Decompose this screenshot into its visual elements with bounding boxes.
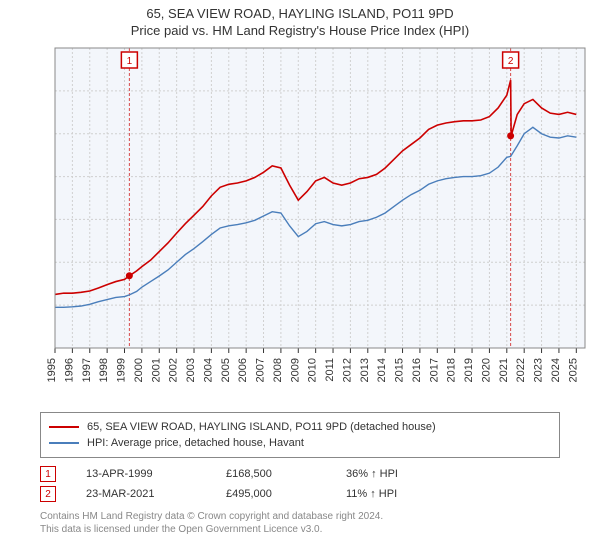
svg-text:2016: 2016 [411, 358, 423, 382]
sale-diff: 11% ↑ HPI [346, 488, 397, 500]
svg-text:2017: 2017 [428, 358, 440, 382]
sale-date: 23-MAR-2021 [86, 488, 196, 500]
sales-list: 1 13-APR-1999 £168,500 36% ↑ HPI 2 23-MA… [40, 464, 560, 504]
svg-text:2020: 2020 [480, 358, 492, 382]
svg-text:2002: 2002 [168, 358, 180, 382]
footer: Contains HM Land Registry data © Crown c… [40, 510, 560, 536]
chart-titles: 65, SEA VIEW ROAD, HAYLING ISLAND, PO11 … [0, 0, 600, 38]
title-subtitle: Price paid vs. HM Land Registry's House … [0, 23, 600, 38]
svg-text:2018: 2018 [446, 358, 458, 382]
svg-text:2001: 2001 [150, 358, 162, 382]
svg-text:1: 1 [127, 56, 133, 67]
svg-text:1997: 1997 [81, 358, 93, 382]
legend-swatch [49, 442, 79, 444]
legend-label: 65, SEA VIEW ROAD, HAYLING ISLAND, PO11 … [87, 419, 436, 435]
svg-text:2009: 2009 [289, 358, 301, 382]
sale-price: £168,500 [226, 468, 316, 480]
svg-text:2013: 2013 [359, 358, 371, 382]
svg-text:2024: 2024 [550, 358, 562, 382]
svg-text:2005: 2005 [220, 358, 232, 382]
chart-svg: £0£100K£200K£300K£400K£500K£600K£700K199… [40, 38, 600, 408]
svg-text:2004: 2004 [202, 358, 214, 382]
svg-text:2011: 2011 [324, 358, 336, 382]
sale-date: 13-APR-1999 [86, 468, 196, 480]
svg-text:2006: 2006 [237, 358, 249, 382]
svg-text:2010: 2010 [307, 358, 319, 382]
svg-text:2008: 2008 [272, 358, 284, 382]
title-address: 65, SEA VIEW ROAD, HAYLING ISLAND, PO11 … [0, 6, 600, 21]
sale-marker-icon: 1 [40, 466, 56, 482]
legend-item: 65, SEA VIEW ROAD, HAYLING ISLAND, PO11 … [49, 419, 551, 435]
svg-text:2000: 2000 [133, 358, 145, 382]
legend-item: HPI: Average price, detached house, Hava… [49, 435, 551, 451]
svg-text:2003: 2003 [185, 358, 197, 382]
svg-text:1999: 1999 [116, 358, 128, 382]
sale-row: 2 23-MAR-2021 £495,000 11% ↑ HPI [40, 484, 560, 504]
svg-text:2021: 2021 [498, 358, 510, 382]
legend: 65, SEA VIEW ROAD, HAYLING ISLAND, PO11 … [40, 412, 560, 458]
svg-text:2007: 2007 [255, 358, 267, 382]
svg-text:2023: 2023 [533, 358, 545, 382]
footer-line: This data is licensed under the Open Gov… [40, 523, 560, 536]
sale-row: 1 13-APR-1999 £168,500 36% ↑ HPI [40, 464, 560, 484]
svg-text:2014: 2014 [376, 358, 388, 382]
svg-text:1996: 1996 [63, 358, 75, 382]
chart: £0£100K£200K£300K£400K£500K£600K£700K199… [40, 38, 600, 408]
legend-swatch [49, 426, 79, 428]
svg-text:2022: 2022 [515, 358, 527, 382]
sale-marker-icon: 2 [40, 486, 56, 502]
svg-text:2025: 2025 [567, 358, 579, 382]
legend-label: HPI: Average price, detached house, Hava… [87, 435, 304, 451]
svg-text:2015: 2015 [394, 358, 406, 382]
svg-text:2012: 2012 [341, 358, 353, 382]
svg-text:1998: 1998 [98, 358, 110, 382]
svg-text:2019: 2019 [463, 358, 475, 382]
svg-text:1995: 1995 [46, 358, 58, 382]
footer-line: Contains HM Land Registry data © Crown c… [40, 510, 560, 523]
sale-diff: 36% ↑ HPI [346, 468, 398, 480]
sale-price: £495,000 [226, 488, 316, 500]
svg-text:2: 2 [508, 56, 514, 67]
